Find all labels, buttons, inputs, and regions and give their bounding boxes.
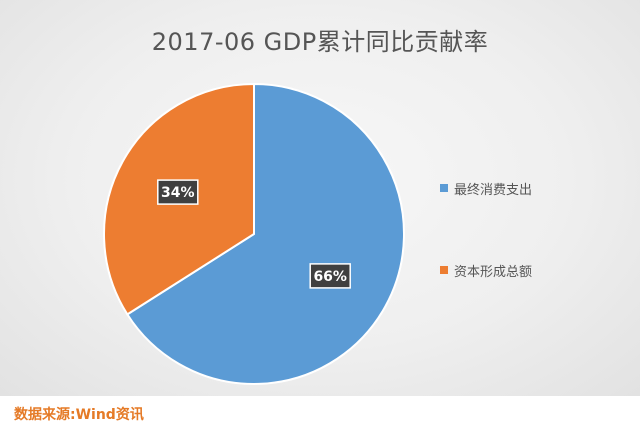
pie-slice-consumption: [125, 82, 405, 385]
chart-frame: 2017-06 GDP累计同比贡献率 66% 34% 最终消费支出 资本形成总额: [0, 0, 640, 396]
source-note: 数据来源:Wind资讯: [14, 407, 144, 423]
data-label-box: [309, 263, 351, 289]
legend-label-capital: 资本形成总额: [454, 264, 533, 280]
data-label-box: [157, 179, 199, 205]
legend-swatch-consumption: [440, 184, 448, 192]
legend-item-capital: 资本形成总额: [440, 260, 590, 280]
data-label-consumption: 66%: [309, 263, 351, 289]
pie-chart: 66% 34%: [103, 82, 405, 385]
data-label-capital: 34%: [157, 179, 199, 205]
data-label-text: 66%: [313, 269, 347, 285]
legend-item-consumption: 最终消费支出: [440, 178, 590, 198]
chart-legend: 最终消费支出 资本形成总额: [440, 178, 590, 342]
data-label-text: 34%: [161, 185, 195, 201]
legend-swatch-capital: [440, 266, 448, 274]
chart-title: 2017-06 GDP累计同比贡献率: [151, 28, 489, 56]
legend-label-consumption: 最终消费支出: [454, 182, 533, 198]
